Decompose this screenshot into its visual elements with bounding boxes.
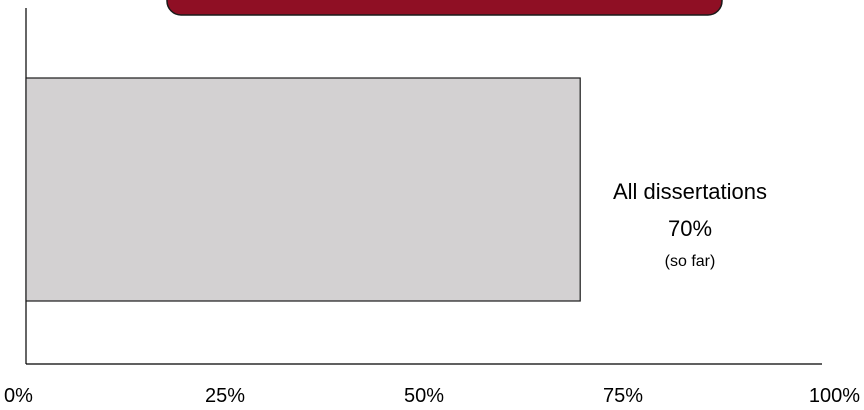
bar-category-label: All dissertations [613, 179, 767, 204]
x-tick-label: 75% [603, 385, 643, 407]
bars-group [25, 77, 581, 302]
title-banner [166, 0, 723, 16]
x-tick-label: 50% [404, 385, 444, 407]
x-tick-labels-group: 0% 25% 50% 75% 100% [4, 385, 860, 407]
x-tick-label: 25% [205, 385, 245, 407]
bar-value-label: 70% [668, 216, 712, 241]
bar-labels-group: All dissertations 70% (so far) [613, 179, 767, 270]
x-tick-label: 0% [4, 385, 33, 407]
x-tick-label: 100% [809, 385, 860, 407]
bar-note-label: (so far) [665, 253, 716, 270]
bar-1 [25, 77, 581, 302]
